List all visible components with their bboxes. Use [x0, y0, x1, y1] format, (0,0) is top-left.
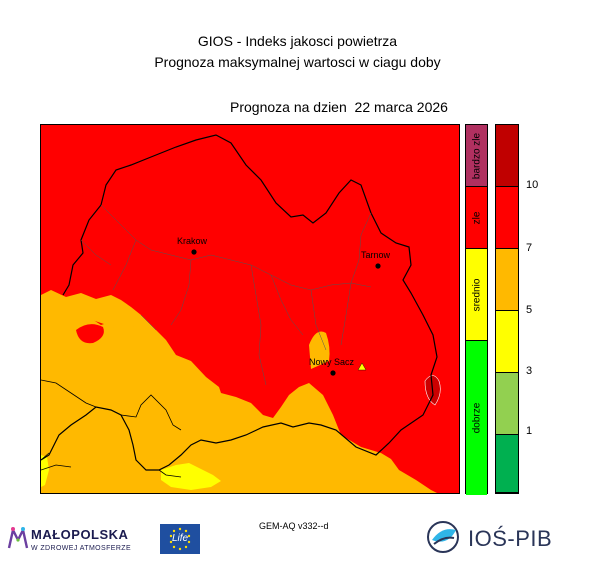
scale-tick: 7	[526, 242, 533, 254]
country-border	[41, 379, 182, 478]
malopolska-mark-icon	[7, 527, 29, 549]
scale-level	[496, 373, 518, 435]
city-label: Tarnow	[361, 250, 391, 260]
city-marker	[191, 249, 197, 255]
eu-life-text: Life	[172, 533, 189, 544]
eu-stars-icon	[169, 527, 191, 551]
category-dobrze: dobrze	[466, 341, 487, 495]
forecast-map: Krakow Tarnow Nowy Sacz	[40, 124, 460, 494]
eu-life-logo: Life	[160, 524, 200, 554]
model-version: GEM-AQ v332--d	[259, 521, 329, 531]
scale-tick: 5	[526, 304, 533, 316]
scale-level	[496, 187, 518, 249]
zone-orange-southwest	[41, 300, 437, 493]
category-zle: zle	[466, 187, 487, 249]
map-title: GIOS - Indeks jakosci powietrza	[197, 33, 398, 49]
category-srednio: srednio	[466, 249, 487, 341]
zone-yellow-south	[161, 463, 221, 490]
forecast-date: Prognoza na dzien 22 marca 2026	[230, 99, 448, 115]
malopolska-name: MAŁOPOLSKA	[31, 527, 129, 542]
scale-tick: 3	[526, 365, 533, 377]
scale-level	[496, 435, 518, 493]
scale-level	[496, 125, 518, 187]
zone-orange-west	[41, 290, 141, 330]
county-borders	[80, 204, 372, 386]
scale-tick: 10	[526, 179, 539, 191]
category-legend: bardzo zle zle srednio dobrze	[465, 124, 488, 495]
zone-yellow-left-edge	[41, 455, 49, 487]
scale-level	[496, 249, 518, 311]
station-triangle-icon	[357, 362, 367, 371]
category-bardzo-zle: bardzo zle	[466, 125, 487, 187]
ios-pib-name: IOŚ-PIB	[468, 526, 553, 551]
map-subtitle: Prognoza maksymalnej wartosci w ciagu do…	[154, 54, 441, 70]
city-label: Krakow	[177, 236, 208, 246]
malopolska-logo: MAŁOPOLSKA W ZDROWEJ ATMOSFERZE	[7, 524, 131, 555]
malopolska-sub: W ZDROWEJ ATMOSFERZE	[31, 545, 132, 552]
city-marker	[375, 263, 381, 269]
zone-red-island	[76, 324, 104, 344]
ios-leaf-icon	[427, 521, 459, 553]
scale-level	[496, 311, 518, 373]
region-border	[41, 134, 438, 471]
zone-orange-nowy-sacz	[309, 331, 330, 369]
index-scale	[495, 124, 519, 494]
city-marker	[330, 370, 336, 376]
scale-tick: 1	[526, 425, 533, 437]
city-label: Nowy Sacz	[309, 357, 355, 367]
ios-pib-logo: IOŚ-PIB	[424, 518, 552, 559]
